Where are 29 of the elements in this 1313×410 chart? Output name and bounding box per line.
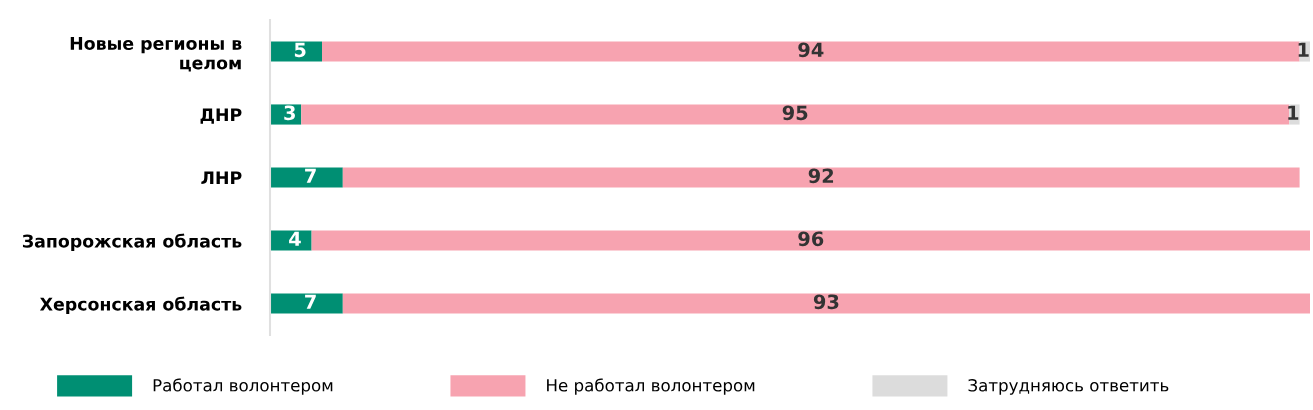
y-tick-label: ДНР <box>200 108 242 124</box>
data-label: 96 <box>798 231 824 247</box>
data-label: 7 <box>305 168 316 183</box>
data-label: 3 <box>284 105 295 121</box>
y-tick-label: Херсонская область <box>39 296 242 314</box>
bar <box>342 167 1300 188</box>
legend-label: Затрудняюсь ответить <box>968 379 1169 395</box>
data-label: 7 <box>305 294 316 309</box>
bar <box>301 104 1290 125</box>
data-label: 1 <box>1298 42 1309 57</box>
data-label: 92 <box>808 168 834 184</box>
data-label: 93 <box>813 294 839 310</box>
bar <box>270 230 312 251</box>
bar <box>270 41 322 62</box>
bar <box>322 41 1300 62</box>
data-label: 4 <box>289 231 301 246</box>
y-tick-label: ЛНР <box>201 171 242 185</box>
bar <box>342 293 1310 314</box>
data-label: 1 <box>1288 105 1299 120</box>
bar <box>311 230 1310 251</box>
legend-label: Не работал волонтером <box>547 378 755 395</box>
bar <box>270 167 343 188</box>
y-tick-label: Новые регионы в целом <box>70 37 242 72</box>
legend-label: Работал волонтером <box>153 378 333 395</box>
y-tick-label: Запорожская область <box>22 233 242 251</box>
data-label: 5 <box>294 42 306 58</box>
data-label: 94 <box>798 42 824 58</box>
bar <box>270 293 343 314</box>
data-label: 95 <box>782 105 808 121</box>
